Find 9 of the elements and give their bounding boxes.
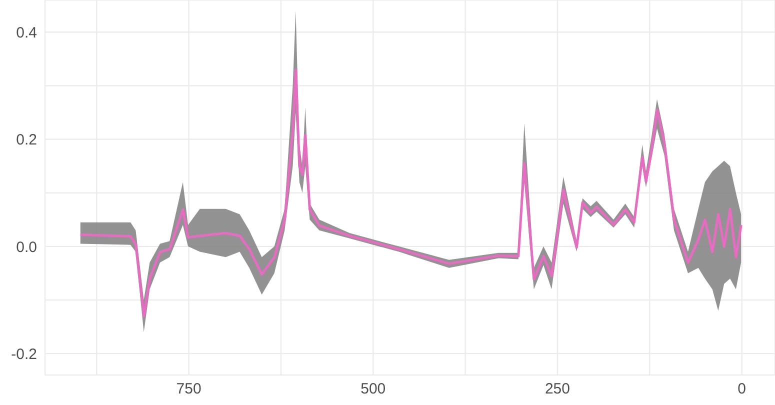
x-tick-label: 500 — [360, 380, 386, 398]
x-tick-label: 250 — [544, 380, 570, 398]
y-tick-label: 0.0 — [16, 238, 37, 256]
x-tick-label: 750 — [176, 380, 202, 398]
x-tick-label: 0 — [738, 380, 746, 398]
y-tick-label: 0.4 — [16, 24, 37, 42]
line-series — [79, 68, 742, 318]
y-tick-label: -0.2 — [11, 346, 37, 363]
y-tick-label: 0.2 — [16, 132, 37, 149]
